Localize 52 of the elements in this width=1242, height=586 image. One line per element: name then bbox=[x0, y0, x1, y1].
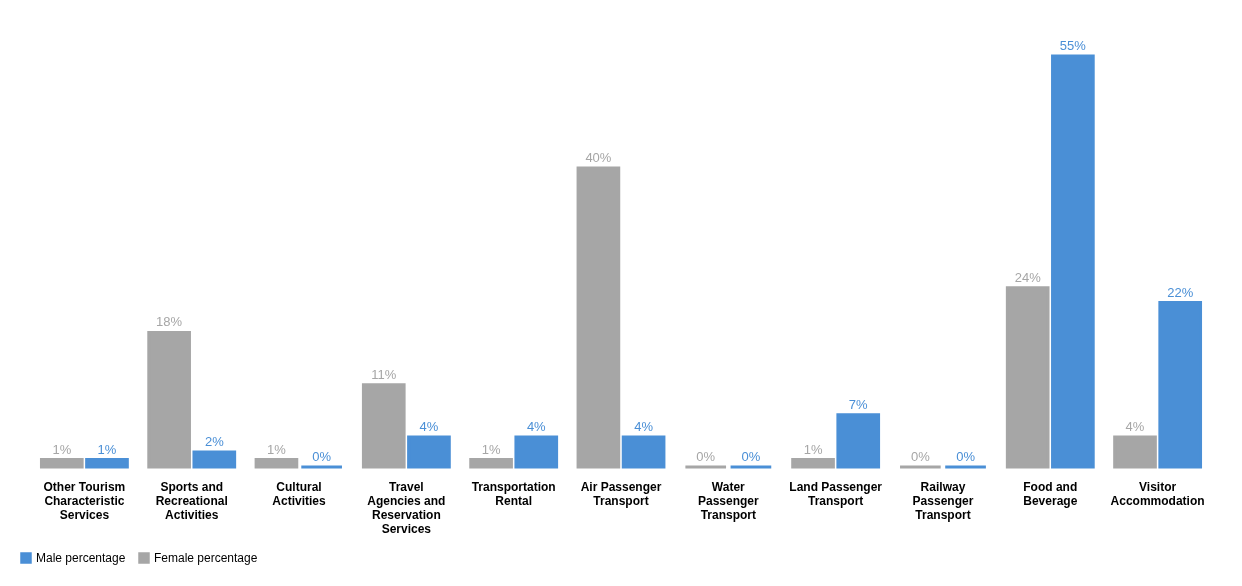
x-tick-label: Visitor Accommodation bbox=[1110, 479, 1205, 508]
data-label: 4% bbox=[419, 419, 439, 435]
bar bbox=[147, 330, 191, 469]
legend-label: Female percentage bbox=[154, 551, 258, 565]
data-label: 1% bbox=[97, 441, 117, 457]
data-label: 1% bbox=[267, 441, 287, 457]
bar bbox=[361, 383, 406, 469]
x-tick-label: Land Passenger Transport bbox=[789, 479, 883, 508]
data-label: 4% bbox=[526, 419, 547, 435]
x-tick-label: Transportation Rental bbox=[471, 479, 556, 508]
data-label: 40% bbox=[585, 150, 612, 166]
legend-label: Male percentage bbox=[36, 551, 126, 565]
bar bbox=[1113, 435, 1157, 469]
data-label: 1% bbox=[52, 441, 72, 457]
bar bbox=[514, 435, 559, 469]
data-label: 0% bbox=[696, 449, 716, 464]
x-tick-label: Food and Beverage bbox=[1023, 479, 1078, 508]
x-tick-label: Air Passenger Transport bbox=[580, 479, 662, 508]
bar bbox=[407, 435, 451, 469]
x-tick-label: Travel Agencies and Reservation Services bbox=[367, 479, 446, 536]
x-tick-label: Sports and Recreational Activities bbox=[155, 479, 228, 522]
x-tick-label: Water Passenger Transport bbox=[697, 479, 759, 522]
bar bbox=[1005, 286, 1050, 469]
data-label: 4% bbox=[1125, 419, 1145, 435]
data-label: 0% bbox=[312, 449, 332, 464]
data-label: 11% bbox=[371, 366, 397, 382]
x-tick-label: Cultural Activities bbox=[272, 479, 327, 508]
data-label: 0% bbox=[956, 449, 976, 464]
bar bbox=[254, 458, 299, 469]
x-tick-label: Railway Passenger Transport bbox=[912, 479, 974, 522]
bar bbox=[469, 458, 513, 469]
bar bbox=[791, 458, 835, 469]
bar bbox=[576, 166, 621, 469]
bar bbox=[85, 458, 129, 469]
bar bbox=[621, 435, 666, 469]
bar bbox=[1158, 301, 1203, 469]
data-label: 7% bbox=[848, 396, 869, 412]
data-label: 18% bbox=[156, 314, 183, 330]
bar bbox=[836, 413, 881, 469]
bar bbox=[192, 450, 237, 469]
data-label: 2% bbox=[204, 434, 225, 450]
data-label: 0% bbox=[910, 449, 931, 464]
data-label: 22% bbox=[1167, 284, 1194, 300]
data-label: 55% bbox=[1059, 38, 1087, 53]
bar bbox=[39, 458, 84, 469]
bar bbox=[1051, 54, 1095, 469]
data-label: 24% bbox=[1014, 269, 1042, 285]
data-label: 0% bbox=[741, 449, 761, 464]
x-tick-label: Other Tourism Characteristic Services bbox=[43, 479, 126, 522]
data-label: 1% bbox=[481, 441, 501, 457]
data-label: 1% bbox=[803, 441, 823, 457]
data-label: 4% bbox=[634, 419, 654, 435]
